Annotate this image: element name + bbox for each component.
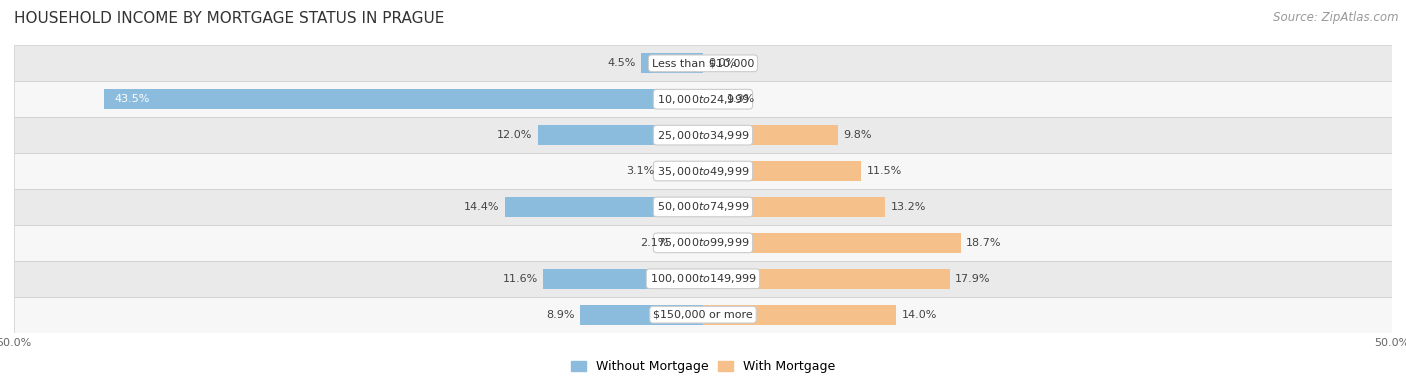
Text: 11.5%: 11.5% (868, 166, 903, 176)
Text: $50,000 to $74,999: $50,000 to $74,999 (657, 200, 749, 214)
Text: 11.6%: 11.6% (502, 274, 537, 284)
FancyBboxPatch shape (14, 225, 1392, 261)
Text: $10,000 to $24,999: $10,000 to $24,999 (657, 93, 749, 106)
Bar (537, 125, 703, 145)
Bar (581, 305, 703, 325)
Bar (673, 233, 703, 253)
Text: 8.9%: 8.9% (547, 310, 575, 320)
Bar (703, 305, 896, 325)
Text: 9.8%: 9.8% (844, 130, 872, 140)
FancyBboxPatch shape (14, 189, 1392, 225)
Text: Less than $10,000: Less than $10,000 (652, 58, 754, 68)
Bar (703, 89, 721, 109)
Text: 43.5%: 43.5% (115, 94, 150, 104)
Bar (661, 161, 703, 181)
Text: 4.5%: 4.5% (607, 58, 636, 68)
Text: 14.0%: 14.0% (901, 310, 936, 320)
FancyBboxPatch shape (14, 261, 1392, 297)
Text: $100,000 to $149,999: $100,000 to $149,999 (650, 272, 756, 285)
Text: 17.9%: 17.9% (955, 274, 991, 284)
FancyBboxPatch shape (14, 81, 1392, 117)
FancyBboxPatch shape (14, 117, 1392, 153)
Text: 3.1%: 3.1% (627, 166, 655, 176)
Text: $35,000 to $49,999: $35,000 to $49,999 (657, 164, 749, 178)
Text: 2.1%: 2.1% (640, 238, 669, 248)
Text: $75,000 to $99,999: $75,000 to $99,999 (657, 236, 749, 249)
Bar (703, 161, 862, 181)
Text: $150,000 or more: $150,000 or more (654, 310, 752, 320)
Bar (703, 269, 949, 289)
FancyBboxPatch shape (14, 153, 1392, 189)
FancyBboxPatch shape (14, 45, 1392, 81)
Bar (505, 197, 703, 217)
Bar (703, 125, 838, 145)
Bar (641, 53, 703, 73)
Text: 0.0%: 0.0% (709, 58, 737, 68)
Text: 1.3%: 1.3% (727, 94, 755, 104)
Text: 18.7%: 18.7% (966, 238, 1001, 248)
Bar (703, 197, 884, 217)
Text: 14.4%: 14.4% (464, 202, 499, 212)
Legend: Without Mortgage, With Mortgage: Without Mortgage, With Mortgage (565, 355, 841, 378)
Text: Source: ZipAtlas.com: Source: ZipAtlas.com (1274, 11, 1399, 24)
Text: 13.2%: 13.2% (890, 202, 925, 212)
Bar (104, 89, 703, 109)
Text: HOUSEHOLD INCOME BY MORTGAGE STATUS IN PRAGUE: HOUSEHOLD INCOME BY MORTGAGE STATUS IN P… (14, 11, 444, 26)
Bar (543, 269, 703, 289)
Bar (703, 233, 960, 253)
Text: $25,000 to $34,999: $25,000 to $34,999 (657, 129, 749, 142)
FancyBboxPatch shape (14, 297, 1392, 333)
Text: 12.0%: 12.0% (496, 130, 531, 140)
